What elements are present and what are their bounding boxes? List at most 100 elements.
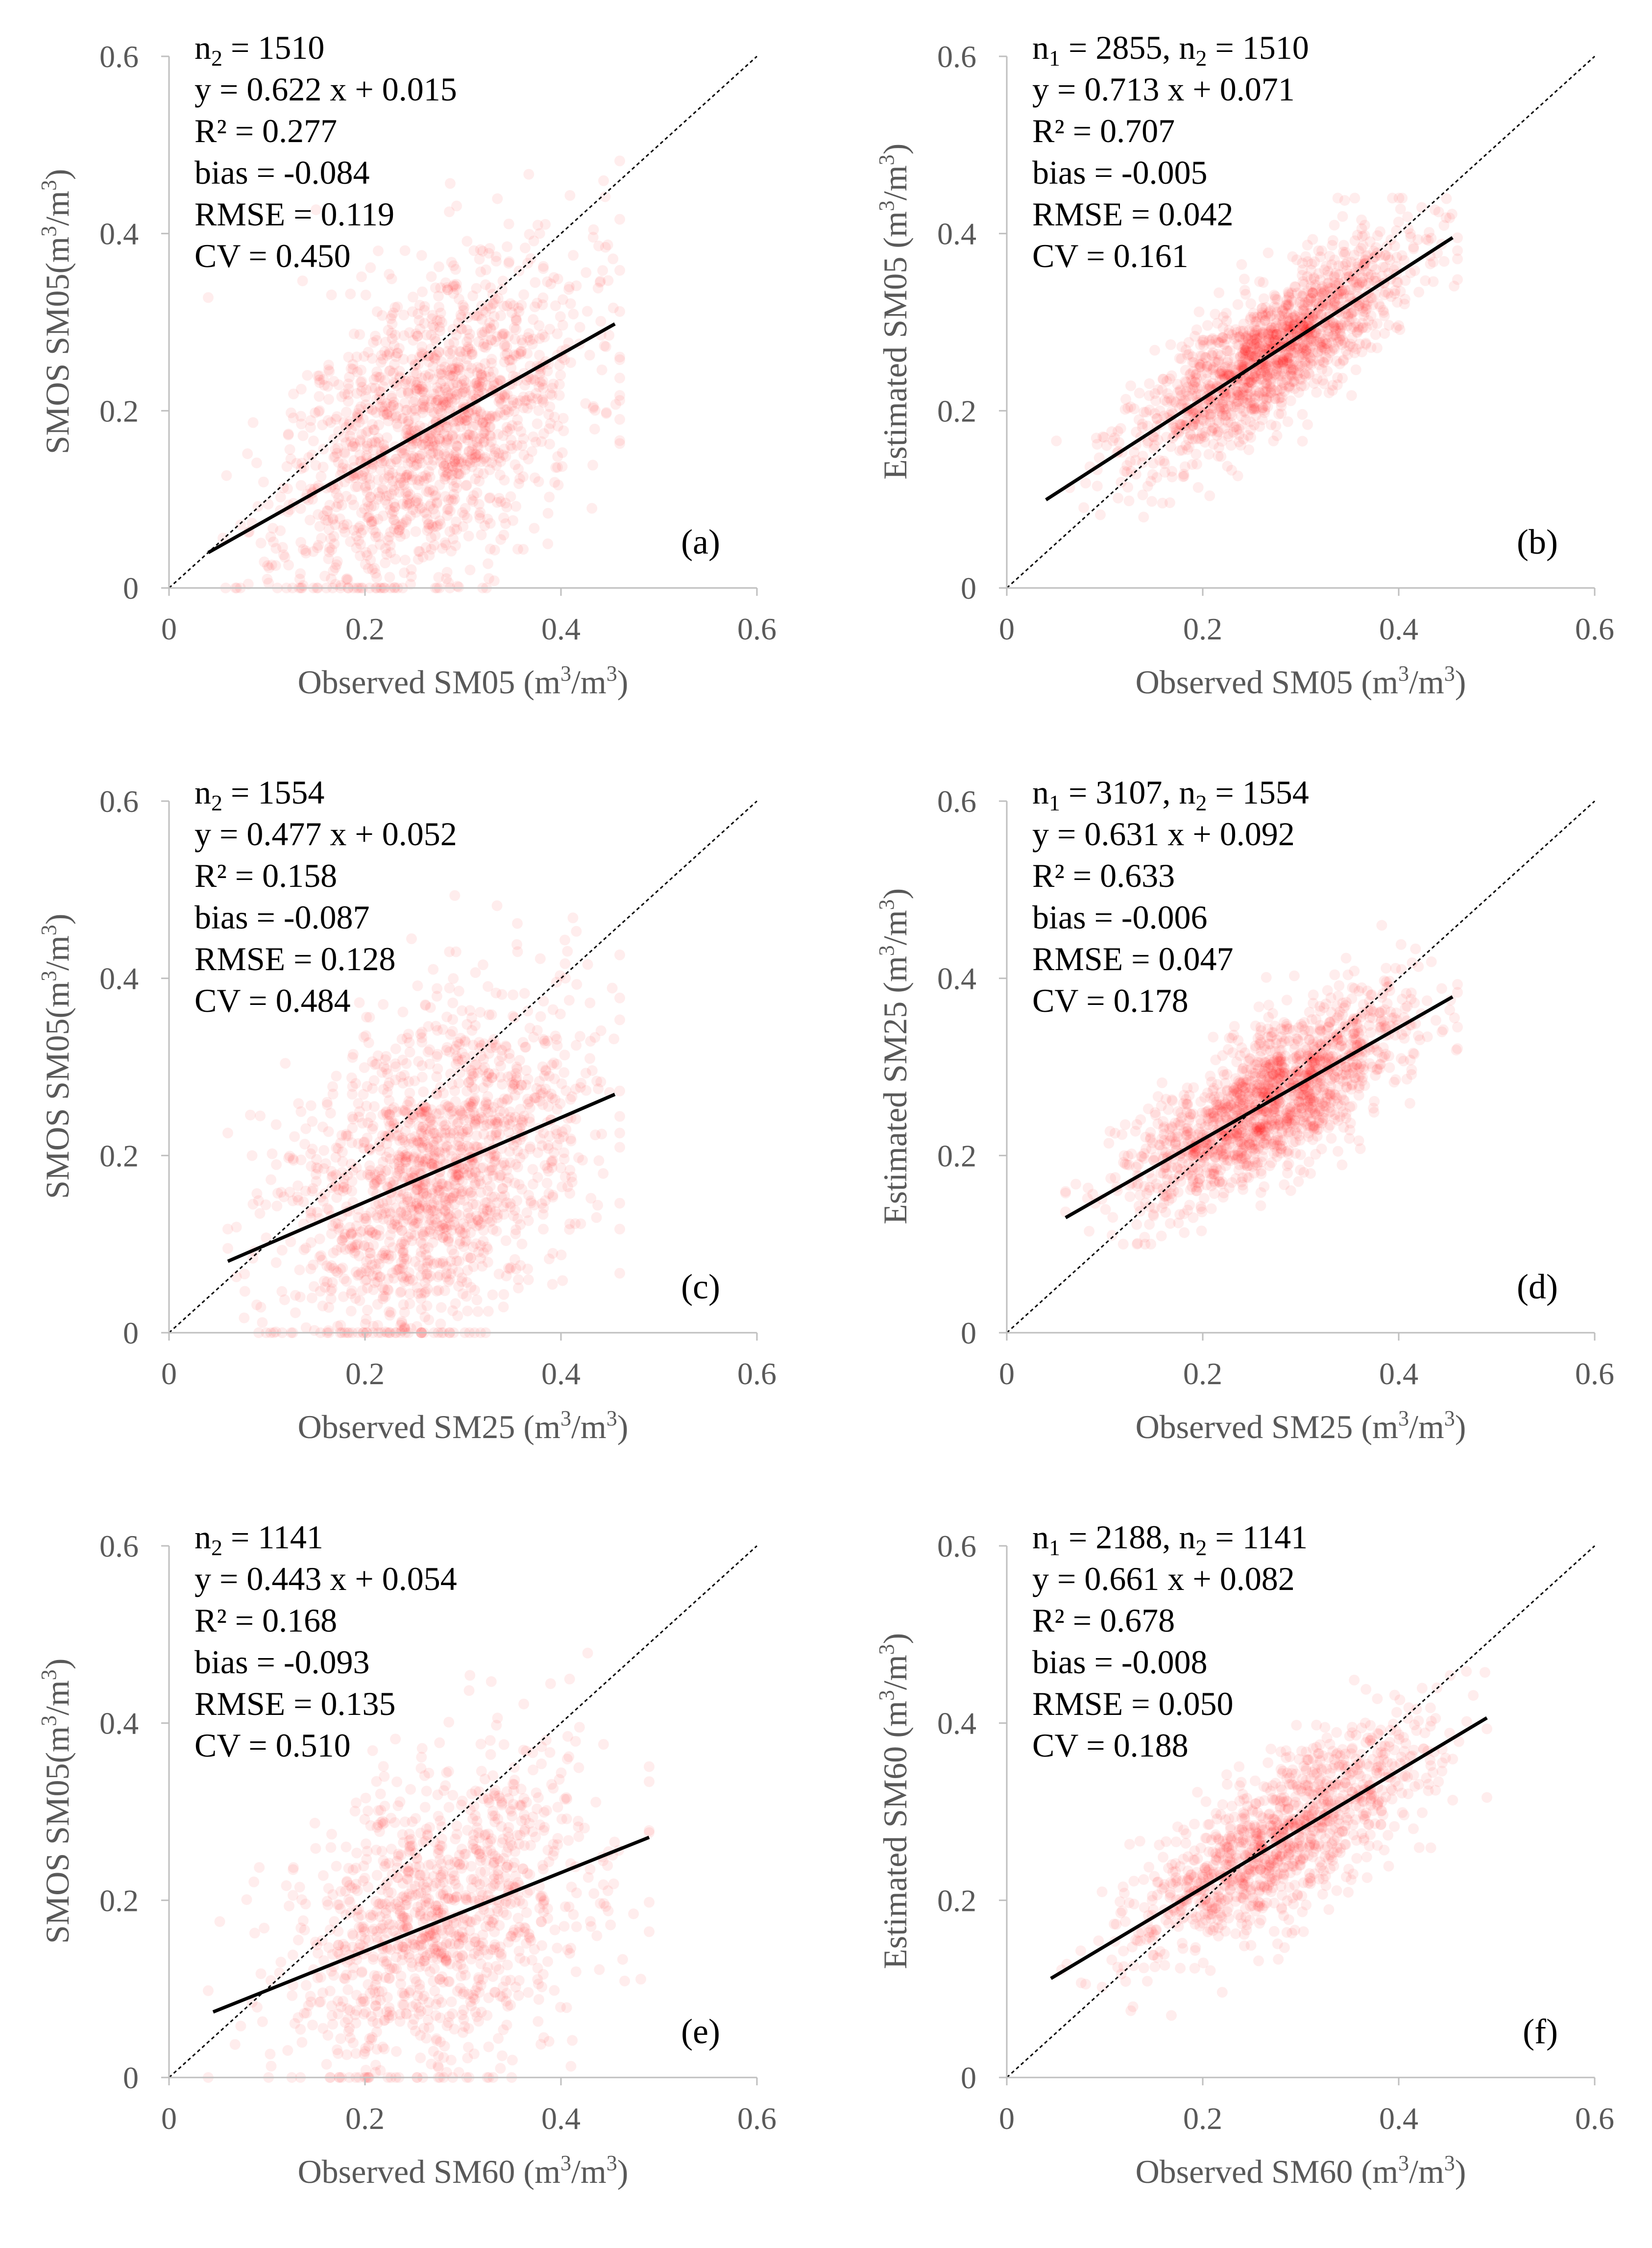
data-point <box>471 283 482 294</box>
data-point <box>424 440 435 451</box>
data-point <box>259 556 270 567</box>
data-point <box>1119 465 1130 477</box>
axis-title-part: /m <box>39 935 76 971</box>
data-point <box>538 382 549 393</box>
data-point <box>545 418 556 429</box>
data-point <box>429 539 440 551</box>
data-point <box>411 368 422 379</box>
data-point <box>449 1220 461 1231</box>
data-point <box>614 438 625 449</box>
data-point <box>540 219 551 230</box>
data-point <box>337 463 348 473</box>
data-point <box>449 456 461 467</box>
data-point <box>345 1305 357 1317</box>
data-point <box>418 1086 429 1098</box>
data-point <box>1452 232 1463 244</box>
data-point <box>524 335 535 346</box>
data-point <box>555 1162 566 1173</box>
data-point <box>422 436 434 447</box>
data-point <box>448 973 459 984</box>
data-point <box>427 436 438 447</box>
data-point <box>492 293 504 304</box>
data-point <box>544 491 555 503</box>
data-point <box>1438 220 1450 231</box>
data-point <box>453 318 464 328</box>
data-point <box>408 335 419 346</box>
data-point <box>1122 482 1134 493</box>
data-point <box>340 527 351 538</box>
data-point <box>532 418 543 429</box>
stat-line: CV = 0.484 <box>194 982 351 1019</box>
data-point <box>328 531 340 542</box>
data-point <box>448 450 460 461</box>
data-point <box>392 301 403 313</box>
data-point <box>437 369 448 380</box>
data-point <box>319 1282 331 1293</box>
data-point <box>544 401 556 413</box>
data-point <box>1240 289 1251 300</box>
data-point <box>441 438 452 449</box>
data-point <box>394 521 405 532</box>
data-point <box>1428 276 1439 287</box>
data-point <box>565 298 576 309</box>
data-point <box>310 460 321 471</box>
data-point <box>525 1195 536 1206</box>
data-point <box>399 245 411 256</box>
data-point <box>370 568 381 579</box>
data-point <box>420 1000 431 1011</box>
data-point <box>422 525 433 536</box>
data-point <box>327 1088 339 1100</box>
data-point <box>446 1193 458 1204</box>
data-point <box>441 437 452 448</box>
data-point <box>1309 378 1320 389</box>
data-point <box>465 1252 477 1264</box>
data-point <box>480 342 491 353</box>
data-point <box>389 501 401 513</box>
data-point <box>243 579 254 590</box>
data-point <box>1382 241 1392 252</box>
axis-title-part: /m <box>39 191 76 226</box>
data-point <box>347 1111 358 1123</box>
data-point <box>470 473 481 485</box>
stat-text: RMSE = 0.042 <box>1032 195 1234 233</box>
data-point <box>284 1150 295 1162</box>
data-point <box>1404 1098 1415 1109</box>
data-point <box>324 1262 335 1273</box>
data-point <box>568 250 579 261</box>
data-point <box>521 394 533 406</box>
data-point <box>608 1033 620 1045</box>
data-point <box>589 405 601 416</box>
data-point <box>388 498 399 509</box>
data-point <box>1405 228 1416 239</box>
data-point <box>1332 193 1343 204</box>
data-point <box>501 1176 512 1188</box>
data-point <box>484 430 495 441</box>
data-point <box>1249 403 1260 415</box>
data-point <box>385 365 396 376</box>
data-point <box>416 372 427 384</box>
data-point <box>361 1011 372 1023</box>
data-point <box>557 461 568 472</box>
data-point <box>419 1311 431 1322</box>
data-point <box>511 315 522 326</box>
data-point <box>1177 395 1188 407</box>
data-point <box>375 1204 386 1215</box>
data-point <box>327 1221 339 1232</box>
data-point <box>462 1305 473 1317</box>
data-point <box>413 1136 424 1147</box>
data-point <box>1095 509 1106 520</box>
data-point <box>203 292 214 303</box>
data-point <box>537 292 549 303</box>
data-point <box>607 982 618 994</box>
data-point <box>396 1257 407 1268</box>
data-point <box>407 474 418 486</box>
data-point <box>482 513 493 525</box>
data-point <box>595 316 607 327</box>
data-point <box>385 458 396 469</box>
data-point <box>325 533 336 544</box>
data-point <box>1192 482 1204 493</box>
data-point <box>364 479 376 490</box>
data-point <box>551 1128 562 1140</box>
data-point <box>493 448 505 459</box>
x-tick-label: 0 <box>161 1356 177 1391</box>
